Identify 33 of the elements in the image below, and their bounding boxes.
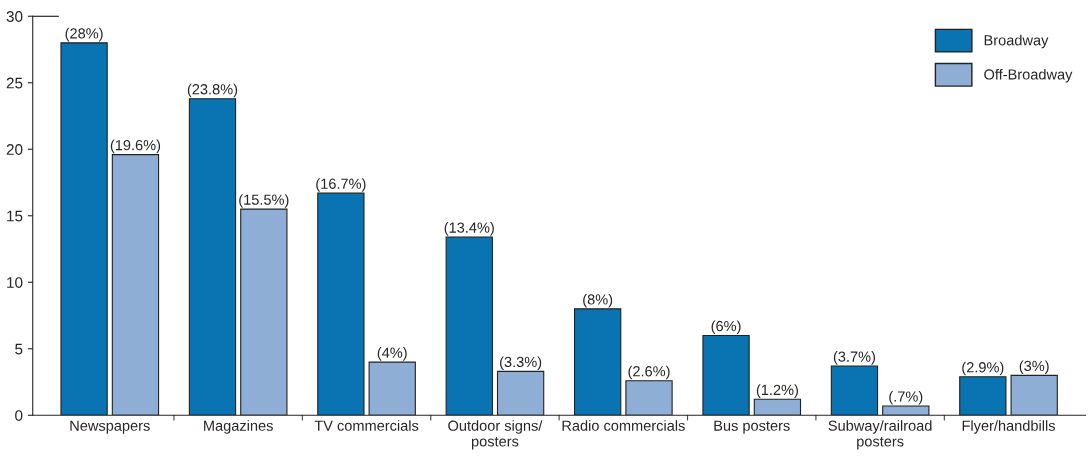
legend-label: Broadway — [984, 34, 1049, 49]
data-label: (28%) — [65, 27, 103, 42]
x-tick-label: Flyer/handbills — [962, 420, 1055, 434]
data-label: (15.5%) — [239, 194, 289, 208]
y-tick-label: 15 — [7, 210, 23, 222]
data-label: (4%) — [377, 347, 407, 361]
x-tick-label: Bus posters — [714, 420, 790, 434]
data-label: (1.2%) — [756, 384, 798, 398]
y-tick-label: 5 — [15, 343, 23, 355]
data-label: (16.7%) — [316, 178, 366, 192]
x-tick-label: Newspapers — [70, 420, 150, 434]
data-label: (8%) — [583, 293, 613, 308]
x-tick-label: Radio commercials — [562, 420, 685, 431]
y-tick-label: 30 — [6, 11, 23, 22]
data-label: (.7%) — [889, 390, 923, 405]
data-label: (6%) — [711, 320, 741, 335]
x-tick-label: Subway/railroad posters — [828, 420, 932, 450]
data-label: (3.3%) — [500, 356, 542, 370]
x-tick-label: Outdoor signs/ posters — [448, 420, 543, 450]
y-tick-label: 10 — [7, 277, 23, 288]
y-tick-label: 25 — [6, 77, 23, 89]
data-label: (2.9%) — [962, 361, 1004, 376]
y-tick-label: 0 — [15, 410, 23, 421]
x-tick-label: Magazines — [204, 420, 273, 434]
data-label: (2.6%) — [628, 365, 670, 380]
x-tick-label: TV commercials — [314, 420, 419, 431]
data-label: (3.7%) — [833, 351, 876, 365]
y-tick-label: 20 — [6, 144, 23, 155]
data-label: (3%) — [1019, 360, 1049, 374]
data-label: (23.8%) — [187, 83, 238, 98]
data-label: (13.4%) — [444, 222, 494, 236]
legend-label: Off-Broadway — [984, 68, 1073, 83]
data-label: (19.6%) — [110, 139, 161, 154]
